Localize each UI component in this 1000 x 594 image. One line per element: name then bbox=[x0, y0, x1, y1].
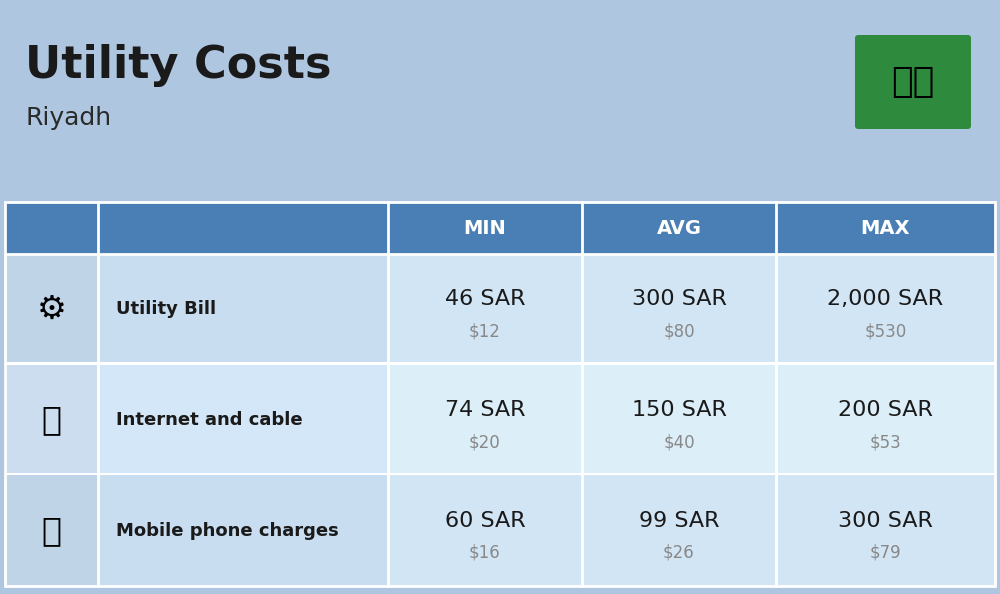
Bar bbox=[776, 475, 995, 586]
Bar bbox=[776, 362, 995, 367]
Text: $12: $12 bbox=[469, 323, 501, 340]
Text: 📱: 📱 bbox=[42, 514, 62, 547]
Bar bbox=[582, 475, 776, 586]
Text: Riyadh: Riyadh bbox=[25, 106, 111, 130]
Bar bbox=[776, 254, 995, 365]
Bar bbox=[388, 475, 582, 586]
Text: 74 SAR: 74 SAR bbox=[445, 400, 525, 420]
Bar bbox=[98, 202, 388, 254]
Bar bbox=[582, 365, 776, 475]
Text: 2,000 SAR: 2,000 SAR bbox=[827, 289, 944, 309]
Bar bbox=[98, 254, 388, 365]
Bar bbox=[388, 473, 582, 478]
Bar bbox=[98, 365, 388, 475]
Bar bbox=[582, 202, 776, 254]
Text: 300 SAR: 300 SAR bbox=[632, 289, 726, 309]
Bar bbox=[388, 362, 582, 367]
Text: MAX: MAX bbox=[861, 219, 910, 238]
Text: Internet and cable: Internet and cable bbox=[116, 411, 303, 429]
Text: 300 SAR: 300 SAR bbox=[838, 511, 933, 530]
Text: $40: $40 bbox=[663, 433, 695, 451]
Bar bbox=[388, 365, 582, 475]
Text: Utility Costs: Utility Costs bbox=[25, 44, 332, 87]
Bar bbox=[98, 362, 388, 367]
Bar bbox=[98, 473, 388, 478]
Bar bbox=[776, 365, 995, 475]
Text: 🇸🇦: 🇸🇦 bbox=[891, 65, 935, 99]
Bar bbox=[5, 202, 995, 586]
Text: $53: $53 bbox=[870, 433, 901, 451]
Text: Utility Bill: Utility Bill bbox=[116, 301, 216, 318]
Text: 150 SAR: 150 SAR bbox=[632, 400, 726, 420]
Bar bbox=[98, 475, 388, 586]
Text: ⚙️: ⚙️ bbox=[37, 293, 66, 326]
Text: MIN: MIN bbox=[464, 219, 506, 238]
Text: 99 SAR: 99 SAR bbox=[639, 511, 719, 530]
Bar bbox=[388, 202, 582, 254]
FancyBboxPatch shape bbox=[855, 35, 971, 129]
Bar bbox=[776, 202, 995, 254]
Text: $20: $20 bbox=[469, 433, 501, 451]
Text: 60 SAR: 60 SAR bbox=[445, 511, 525, 530]
Bar bbox=[5, 473, 98, 478]
Text: $79: $79 bbox=[870, 544, 901, 562]
Bar bbox=[5, 362, 98, 367]
Bar bbox=[582, 473, 776, 478]
Bar bbox=[5, 365, 98, 475]
Bar bbox=[776, 473, 995, 478]
Bar bbox=[388, 254, 582, 365]
Text: $16: $16 bbox=[469, 544, 501, 562]
Text: AVG: AVG bbox=[656, 219, 702, 238]
Text: Mobile phone charges: Mobile phone charges bbox=[116, 522, 339, 540]
Bar bbox=[582, 362, 776, 367]
Text: 200 SAR: 200 SAR bbox=[838, 400, 933, 420]
Text: 46 SAR: 46 SAR bbox=[445, 289, 525, 309]
Bar bbox=[5, 254, 98, 365]
Text: $80: $80 bbox=[663, 323, 695, 340]
Bar bbox=[5, 475, 98, 586]
Bar bbox=[5, 202, 98, 254]
Bar bbox=[582, 254, 776, 365]
Text: 📶: 📶 bbox=[42, 403, 62, 437]
Text: $26: $26 bbox=[663, 544, 695, 562]
Text: $530: $530 bbox=[864, 323, 907, 340]
